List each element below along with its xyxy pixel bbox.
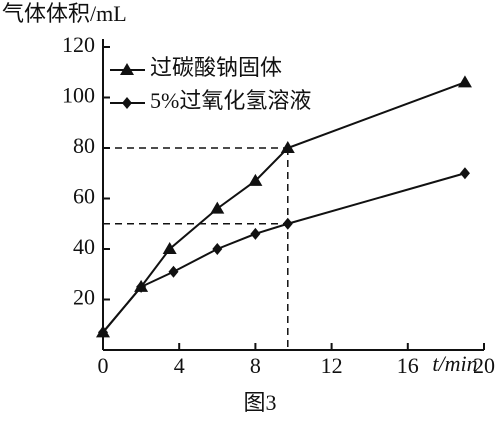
x-tick-label: 4 (174, 353, 185, 378)
series-line (102, 172, 466, 333)
marker (248, 173, 263, 186)
x-tick-label: 0 (98, 353, 109, 378)
marker (168, 265, 179, 278)
marker (280, 141, 295, 153)
y-tick-label: 100 (62, 83, 95, 108)
x-tick-label: 8 (250, 353, 261, 378)
y-tick-label: 120 (62, 32, 95, 57)
y-tick-label: 60 (73, 184, 95, 209)
x-tick-label: 20 (473, 353, 495, 378)
caption: 图3 (243, 390, 276, 415)
marker (136, 280, 147, 293)
y-tick-label: 20 (73, 285, 95, 310)
y-tick-label: 80 (73, 133, 95, 158)
x-axis-label: t/min (432, 351, 477, 376)
marker (457, 75, 472, 88)
marker (459, 167, 470, 180)
marker (98, 326, 108, 339)
marker (250, 227, 261, 240)
legend-label: 5%过氧化氢溶液 (150, 88, 311, 113)
marker (212, 243, 223, 255)
marker (120, 63, 134, 75)
x-tick-label: 16 (397, 353, 419, 378)
legend-label: 过碳酸钠固体 (150, 55, 282, 80)
marker (122, 97, 132, 109)
marker (210, 201, 225, 214)
y-tick-label: 40 (73, 234, 95, 259)
x-tick-label: 12 (321, 353, 343, 378)
y-axis-label: 气体体积/mL (2, 1, 127, 26)
series-line (102, 81, 466, 333)
marker (282, 217, 293, 230)
marker (162, 242, 177, 254)
